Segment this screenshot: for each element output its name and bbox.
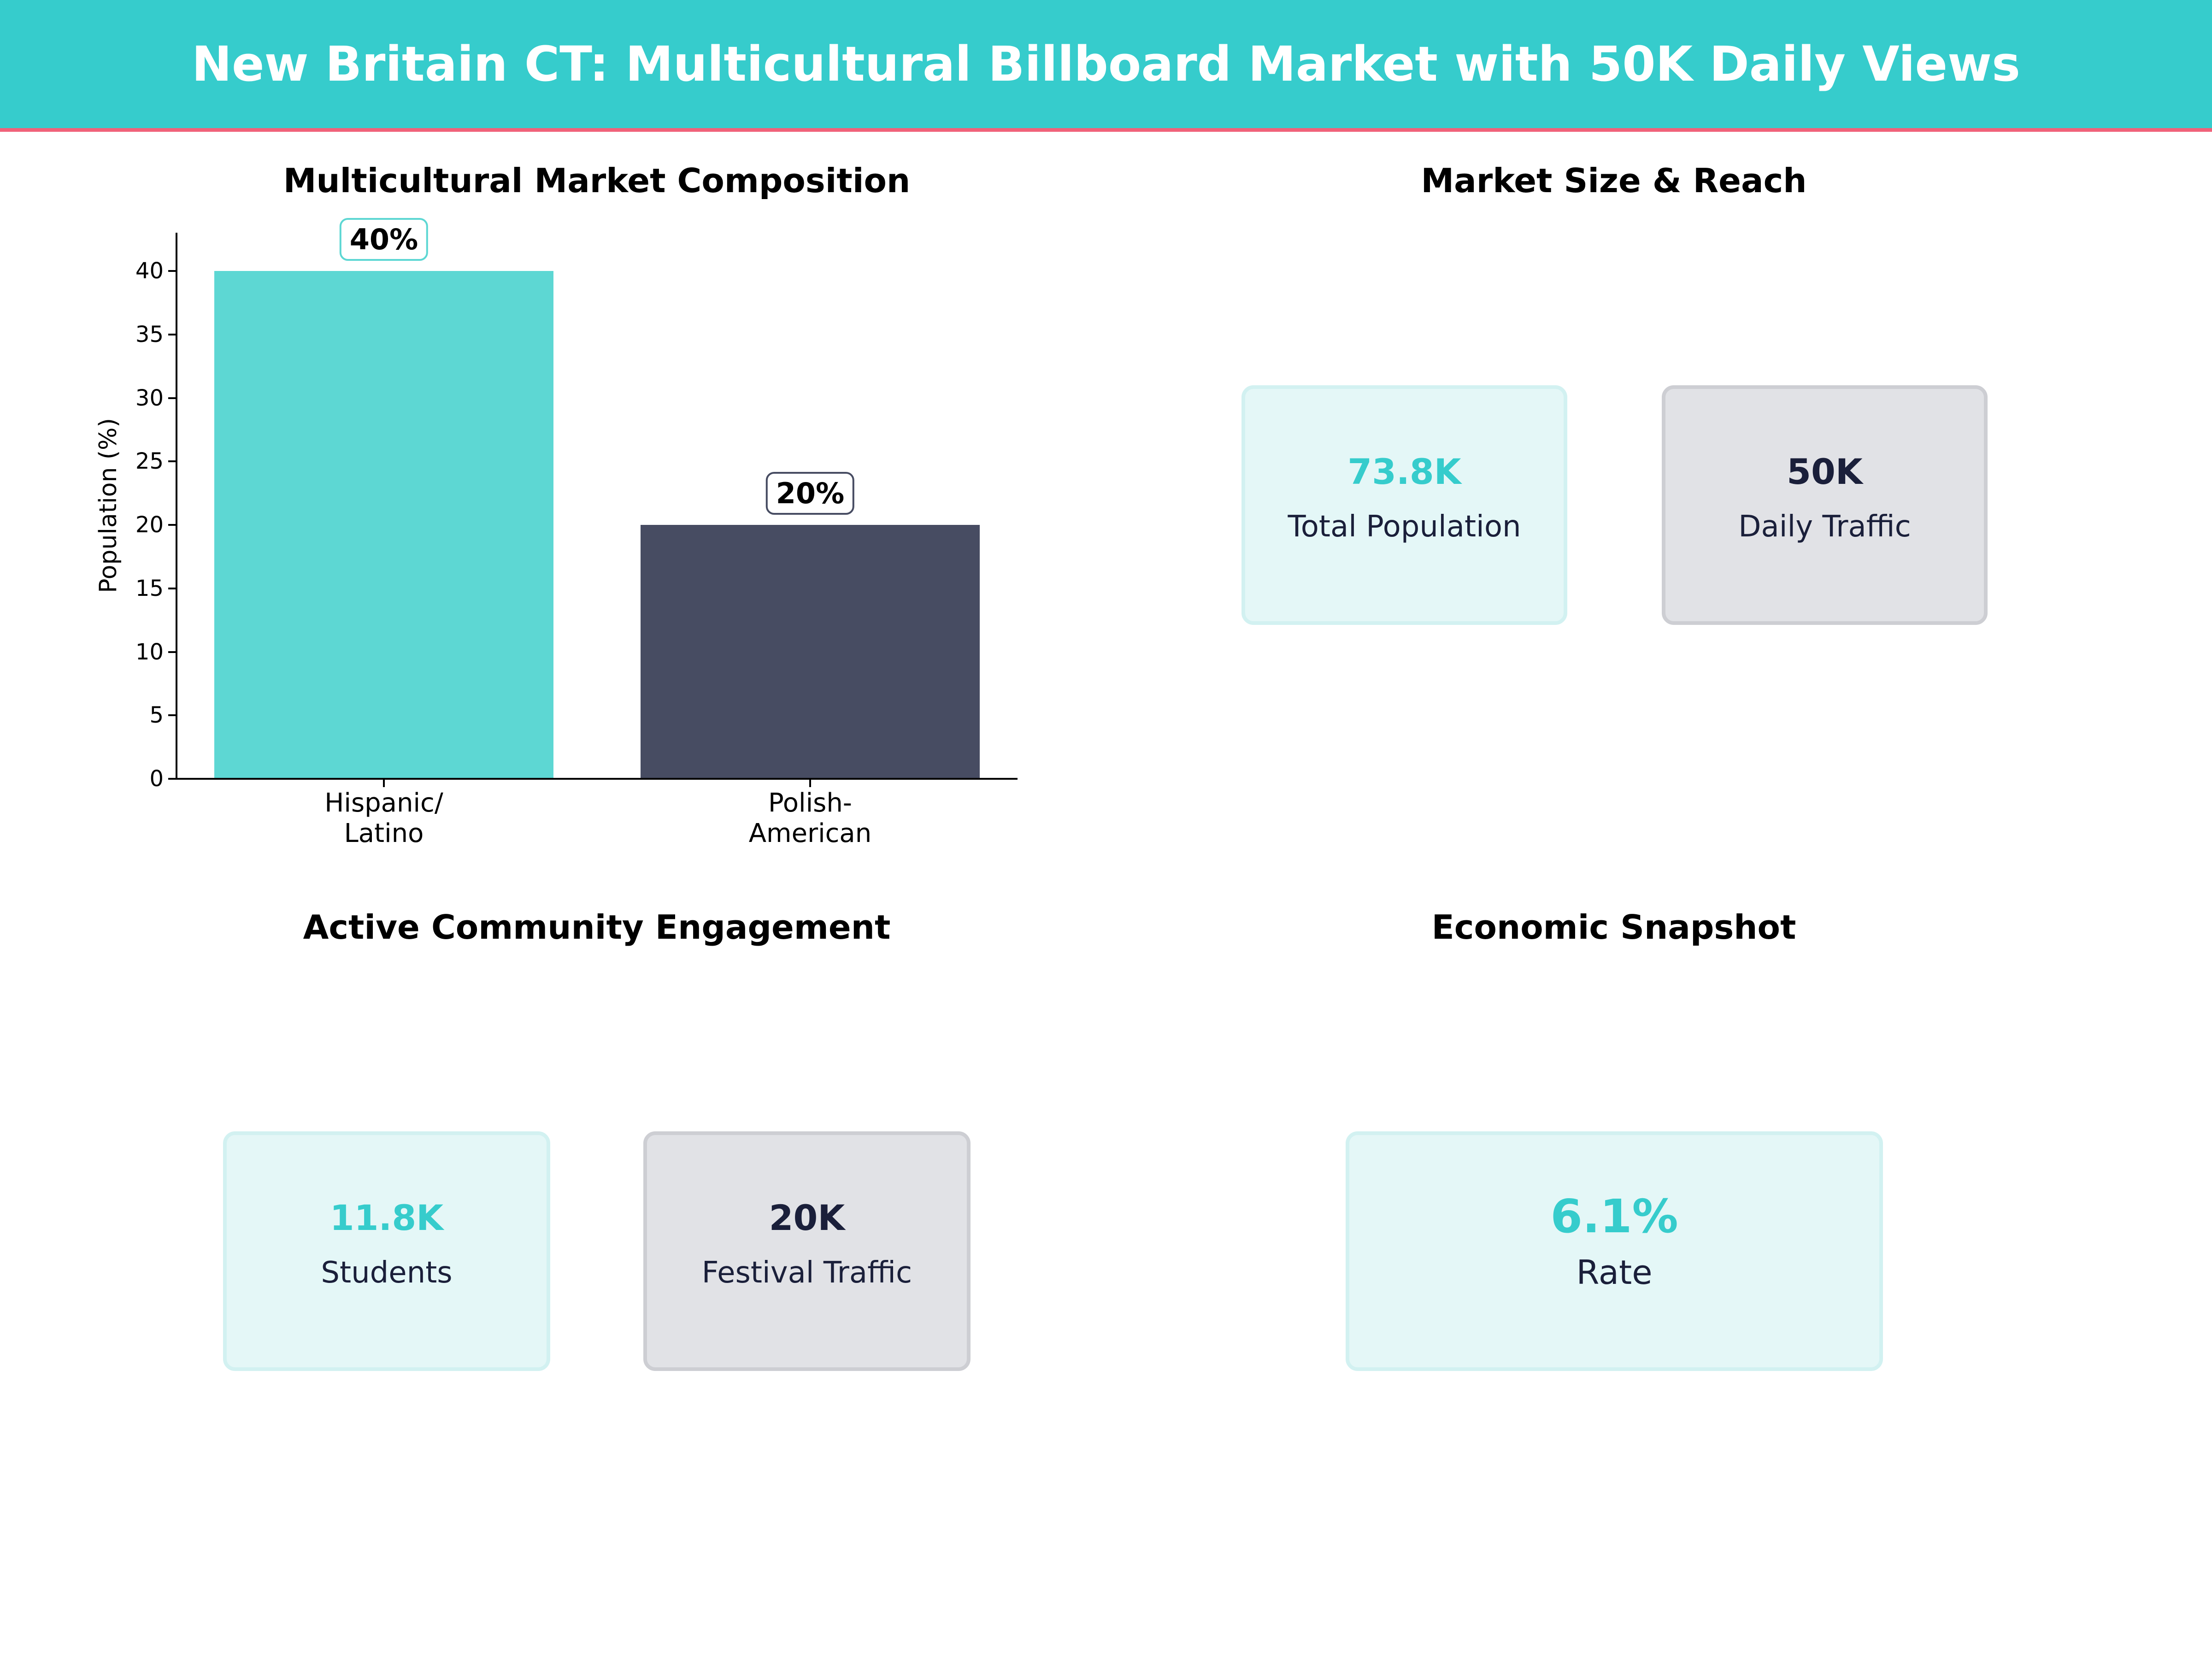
y-tick [168, 778, 176, 780]
y-tick [168, 333, 176, 335]
bar-0 [214, 271, 553, 779]
card-label: Total Population [1288, 510, 1521, 544]
y-tick-label: 20 [135, 512, 164, 538]
card-value: 6.1% [1550, 1189, 1678, 1243]
y-tick-label: 0 [149, 766, 164, 792]
festival-traffic-card: 20K Festival Traffic [643, 1131, 971, 1371]
students-card: 11.8K Students [223, 1131, 550, 1371]
rate-card: 6.1% Rate [1346, 1131, 1883, 1371]
total-population-card: 73.8K Total Population [1241, 385, 1567, 625]
card-label: Rate [1576, 1253, 1653, 1292]
card-value: 50K [1787, 451, 1863, 492]
header-banner [0, 0, 2212, 128]
y-tick-label: 5 [149, 702, 164, 729]
y-tick-label: 35 [135, 321, 164, 347]
card-value: 20K [769, 1197, 845, 1238]
y-tick [168, 651, 176, 653]
y-tick-label: 15 [135, 575, 164, 601]
y-tick [168, 270, 176, 272]
daily-traffic-card: 50K Daily Traffic [1662, 385, 1988, 625]
x-tick-label: Polish- American [748, 788, 872, 848]
page-title: New Britain CT: Multicultural Billboard … [191, 36, 2021, 92]
card-label: Daily Traffic [1738, 510, 1911, 544]
header-accent-line [0, 128, 2212, 132]
y-tick-label: 25 [135, 448, 164, 475]
bar-value-label: 20% [765, 472, 855, 515]
y-tick [168, 460, 176, 463]
card-label: Festival Traffic [701, 1256, 912, 1290]
economic-panel-title: Economic Snapshot [1431, 908, 1796, 947]
y-tick [168, 587, 176, 589]
x-tick [809, 779, 811, 787]
card-value: 73.8K [1347, 451, 1461, 492]
y-tick-label: 30 [135, 385, 164, 411]
x-tick-label: Hispanic/Latino [324, 788, 443, 848]
bar-1 [641, 525, 980, 779]
y-tick [168, 524, 176, 526]
community-panel-title: Active Community Engagement [303, 908, 891, 947]
x-tick [383, 779, 385, 787]
composition-panel-title: Multicultural Market Composition [283, 161, 911, 200]
y-tick [168, 397, 176, 399]
card-label: Students [321, 1256, 453, 1290]
y-tick-label: 40 [135, 258, 164, 284]
y-tick-label: 10 [135, 639, 164, 665]
x-axis-line [176, 778, 1018, 780]
bar-value-label: 40% [339, 218, 429, 261]
market-panel-title: Market Size & Reach [1421, 161, 1807, 200]
y-tick [168, 714, 176, 717]
y-axis-label: Population (%) [94, 418, 122, 593]
y-axis-line [176, 233, 177, 780]
card-value: 11.8K [329, 1197, 444, 1238]
